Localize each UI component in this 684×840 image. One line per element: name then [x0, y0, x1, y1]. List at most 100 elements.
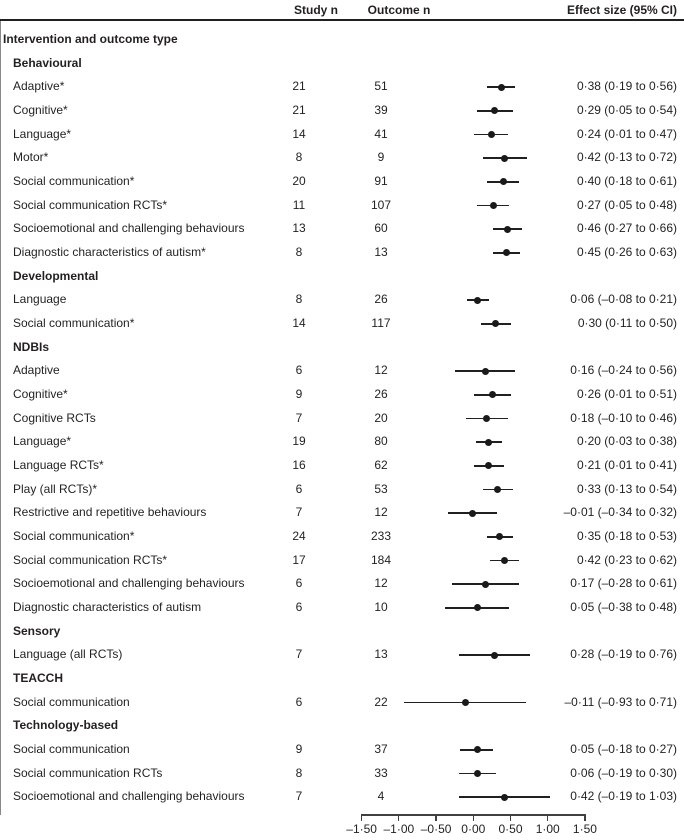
forest-row: Language 8 26 0·06 (–0·08 to 0·21): [0, 288, 684, 312]
study-n-value: 14: [292, 126, 306, 141]
row-label: Language RCTs*: [13, 458, 104, 473]
outcome-n-value: 22: [374, 694, 388, 709]
point-estimate-marker: [503, 249, 511, 257]
study-n-value: 6: [295, 576, 303, 591]
axis-tick: [547, 814, 549, 821]
effect-size-text: 0·40 (0·18 to 0·61): [576, 174, 677, 189]
forest-row: Play (all RCTs)* 6 53 0·33 (0·13 to 0·54): [0, 478, 684, 502]
outcome-n-value: 60: [374, 221, 388, 236]
effect-size-text: 0·28 (–0·19 to 0·76): [570, 647, 677, 662]
row-label: Motor*: [13, 150, 49, 165]
study-n-value: 11: [292, 197, 306, 212]
row-label: Language: [13, 292, 67, 307]
effect-size-text: 0·46 (0·27 to 0·66): [576, 221, 677, 236]
effect-size-text: 0·42 (–0·19 to 1·03): [570, 789, 677, 804]
forest-row: Social communication* 24 233 0·35 (0·18 to …: [0, 525, 684, 549]
outcome-n-value: 107: [370, 197, 392, 212]
outcome-n-value: 4: [377, 789, 385, 804]
point-estimate-marker: [481, 367, 489, 375]
row-label: Diagnostic characteristics of autism*: [13, 245, 206, 260]
study-n-value: 8: [295, 150, 303, 165]
row-label: Language*: [13, 126, 72, 141]
axis-tick-label: –1·50: [346, 822, 377, 836]
axis-tick: [361, 814, 363, 821]
point-estimate-marker: [482, 580, 490, 588]
study-n-value: 8: [295, 245, 303, 260]
forest-row: Diagnostic characteristics of autism 6 10 0…: [0, 596, 684, 620]
forest-row: Adaptive* 21 51 0·38 (0·19 to 0·56): [0, 75, 684, 99]
outcome-n-value: 91: [374, 174, 388, 189]
effect-size-text: 0·42 (0·23 to 0·62): [576, 552, 677, 567]
forest-row: Intervention and outcome type: [0, 28, 684, 52]
outcome-n-value: 37: [374, 741, 388, 756]
header-rule: [0, 19, 684, 21]
outcome-n-value: 20: [374, 410, 388, 425]
row-label: Language (all RCTs): [13, 647, 123, 662]
effect-size-text: 0·06 (–0·08 to 0·21): [570, 292, 677, 307]
row-label: Social communication*: [13, 529, 135, 544]
point-estimate-marker: [469, 509, 477, 517]
axis-tick: [472, 814, 474, 821]
outcome-n-value: 12: [374, 363, 388, 378]
axis-tick: [435, 814, 437, 821]
point-estimate-marker: [501, 154, 509, 162]
point-estimate-marker: [483, 415, 491, 423]
forest-row: Motor* 8 9 0·42 (0·13 to 0·72): [0, 146, 684, 170]
study-n-value: 17: [292, 552, 306, 567]
row-label: Developmental: [13, 268, 99, 283]
study-n-value: 9: [295, 741, 303, 756]
forest-row: TEACCH: [0, 667, 684, 691]
effect-size-text: 0·26 (0·01 to 0·51): [576, 387, 677, 402]
axis-tick-label: 0·00: [461, 822, 486, 836]
column-header-outcome-n: Outcome n: [367, 3, 431, 17]
effect-size-text: 0·05 (–0·18 to 0·27): [570, 741, 677, 756]
effect-size-text: 0·17 (–0·28 to 0·61): [570, 576, 677, 591]
point-estimate-marker: [494, 486, 502, 493]
row-label: Social communication: [13, 741, 130, 756]
point-estimate-marker: [473, 746, 481, 754]
forest-row: Language* 19 80 0·20 (0·03 to 0·38): [0, 430, 684, 454]
study-n-value: 8: [295, 765, 303, 780]
outcome-n-value: 26: [374, 387, 388, 402]
study-n-value: 21: [292, 79, 306, 94]
forest-row: Cognitive* 21 39 0·29 (0·05 to 0·54): [0, 99, 684, 123]
outcome-n-value: 80: [374, 434, 388, 449]
axis-tick-label: 0·50: [498, 822, 523, 836]
row-label: Social communication*: [13, 174, 135, 189]
forest-row: Developmental: [0, 265, 684, 289]
axis-tick-label: –1·00: [383, 822, 415, 836]
forest-row: Restrictive and repetitive behaviours 7 12…: [0, 501, 684, 525]
forest-row: Cognitive* 9 26 0·26 (0·01 to 0·51): [0, 383, 684, 407]
forest-row: Language* 14 41 0·24 (0·01 to 0·47): [0, 123, 684, 147]
outcome-n-value: 41: [374, 126, 388, 141]
study-n-value: 14: [292, 316, 306, 331]
row-label: Socioemotional and challenging behaviour…: [13, 789, 245, 804]
study-n-value: 7: [295, 410, 303, 425]
forest-row: Social communication* 14 117 0·30 (0·11 to …: [0, 312, 684, 336]
point-estimate-marker: [473, 604, 481, 612]
row-label: Cognitive*: [13, 103, 68, 118]
axis-tick-label: 1·00: [535, 822, 560, 836]
study-n-value: 19: [292, 434, 306, 449]
effect-size-text: 0·16 (–0·24 to 0·56): [570, 363, 677, 378]
effect-size-text: 0·30 (0·11 to 0·50): [577, 316, 677, 331]
outcome-n-value: 26: [374, 292, 388, 307]
effect-size-text: 0·29 (0·05 to 0·54): [576, 103, 677, 118]
study-n-value: 7: [295, 505, 303, 520]
forest-row: Social communication RCTs* 11 107 0·27 (0·0…: [0, 194, 684, 218]
point-estimate-marker: [484, 438, 492, 446]
outcome-n-value: 184: [370, 552, 392, 567]
point-estimate-marker: [487, 131, 495, 139]
forest-row: Socioemotional and challenging behaviour…: [0, 217, 684, 241]
row-label: Play (all RCTs)*: [13, 481, 98, 496]
effect-size-text: –0·01 (–0·34 to 0·32): [563, 505, 677, 520]
study-n-value: 7: [295, 647, 303, 662]
outcome-n-value: 12: [374, 505, 388, 520]
study-n-value: 24: [292, 529, 306, 544]
study-n-value: 9: [295, 387, 303, 402]
effect-size-text: 0·24 (0·01 to 0·47): [576, 126, 677, 141]
row-label: Socioemotional and challenging behaviour…: [13, 221, 245, 236]
forest-row: Language RCTs* 16 62 0·21 (0·01 to 0·41): [0, 454, 684, 478]
study-n-value: 20: [292, 174, 306, 189]
